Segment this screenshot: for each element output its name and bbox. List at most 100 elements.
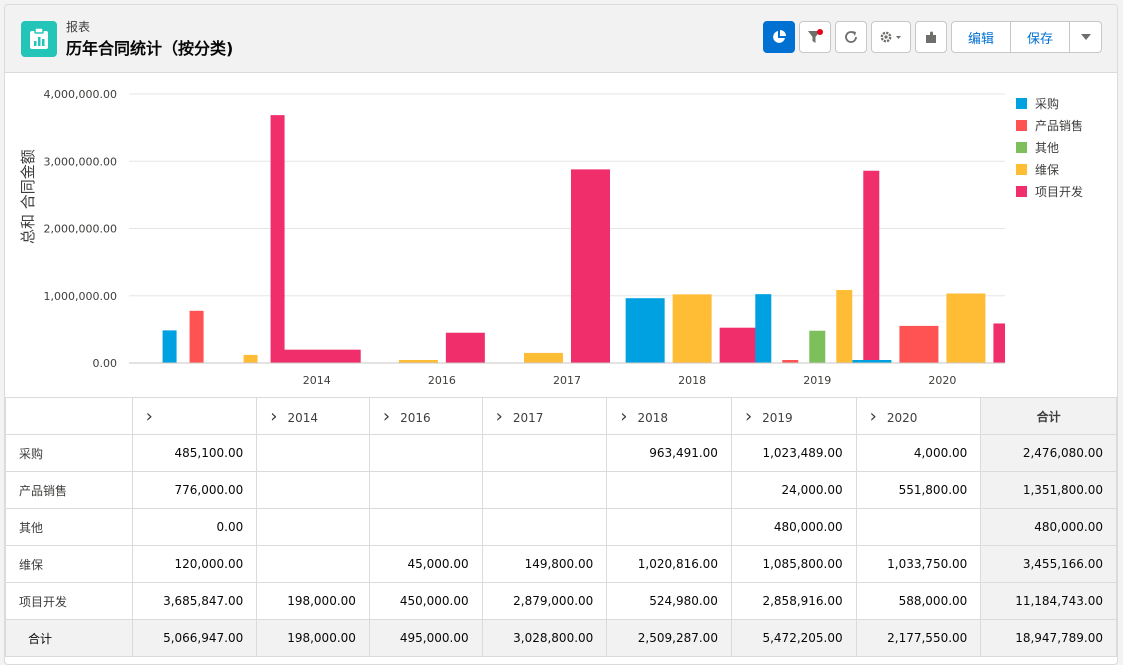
legend-swatch [1016,119,1027,131]
table-cell[interactable]: 5,066,947.00 [131,619,258,657]
bar-其他 [809,330,826,363]
y-tick-label: 1,000,000.00 [44,290,117,303]
bar-项目开发 [272,349,361,363]
bar-采购 [625,298,665,363]
table-cell[interactable] [481,508,608,546]
summary-table: › › 2014 › 2016 › 2017 › 2018 › 2019 › 2020 合计 采购 485,… [5,397,1117,657]
table-cell[interactable] [606,471,732,509]
table-row: 采购 485,100.00 963,491.00 1,023,489.00 4,000.… [5,434,1117,472]
table-cell[interactable]: 495,000.00 [368,619,483,657]
chart-toggle-button[interactable] [763,21,795,53]
table-cell[interactable]: 588,000.00 [855,582,982,620]
table-cell[interactable]: 198,000.00 [256,619,370,657]
table-cell[interactable]: 3,685,847.00 [131,582,258,620]
table-cell[interactable]: 120,000.00 [131,545,258,583]
table-cell[interactable] [855,508,982,546]
save-button[interactable]: 保存 [1011,22,1070,52]
chevron-right-icon[interactable]: › [744,405,753,427]
table-cell[interactable]: 485,100.00 [131,434,258,472]
table-cell[interactable] [256,471,370,509]
column-header-label: 2018 [637,410,669,425]
row-total-cell: 11,184,743.00 [980,582,1117,620]
y-tick-label: 0.00 [93,357,118,370]
table-cell[interactable] [368,508,483,546]
table-cell[interactable] [368,471,483,509]
table-row: 产品销售 776,000.00 24,000.00 551,800.00 1,351,8… [5,471,1117,509]
x-tick-label: 2014 [303,374,331,387]
column-header[interactable]: › 2019 [730,397,857,435]
table-cell[interactable]: 963,491.00 [606,434,732,472]
table-cell[interactable]: 480,000.00 [730,508,857,546]
page-title: 历年合同统计（按分类) [66,39,234,58]
table-cell[interactable] [606,508,732,546]
legend-item[interactable]: 产品销售 [1016,114,1083,136]
legend-item[interactable]: 项目开发 [1016,180,1083,202]
more-actions-button[interactable] [1070,22,1101,52]
table-cell[interactable]: 24,000.00 [730,471,857,509]
bar-维保 [836,289,853,363]
table-cell[interactable] [481,434,608,472]
legend-swatch [1016,97,1027,109]
refresh-button[interactable] [835,21,867,53]
legend-item[interactable]: 其他 [1016,136,1083,158]
legend-item[interactable]: 维保 [1016,158,1083,180]
table-cell[interactable]: 1,085,800.00 [730,545,857,583]
table-cell[interactable]: 776,000.00 [131,471,258,509]
table-cell[interactable] [256,545,370,583]
table-cell[interactable] [256,508,370,546]
table-cell[interactable] [256,434,370,472]
table-cell[interactable]: 45,000.00 [368,545,483,583]
table-cell[interactable]: 2,509,287.00 [606,619,732,657]
table-cell[interactable]: 4,000.00 [855,434,982,472]
chevron-right-icon[interactable]: › [382,405,391,427]
chevron-right-icon[interactable]: › [270,405,278,427]
table-cell[interactable]: 524,980.00 [606,582,732,620]
filter-button[interactable] [799,21,831,53]
column-header[interactable]: › 2014 [256,397,370,435]
breadcrumb[interactable]: 报表 [66,20,91,34]
table-cell[interactable] [481,471,608,509]
column-header[interactable]: › [131,397,258,435]
clipboard-chart-icon [30,28,48,49]
bar-维保 [946,293,986,363]
x-tick-label: 2017 [553,374,581,387]
bar-维保 [524,352,563,363]
y-axis-label: 总和 合同金额 [19,149,37,244]
table-cell[interactable]: 1,023,489.00 [730,434,857,472]
table-cell[interactable]: 0.00 [131,508,258,546]
table-cell[interactable]: 5,472,205.00 [730,619,857,657]
legend-item[interactable]: 采购 [1016,92,1083,114]
column-header[interactable]: › 2017 [481,397,608,435]
row-label: 产品销售 [5,471,133,509]
addon-button[interactable] [915,21,947,53]
chevron-right-icon[interactable]: › [145,405,153,427]
table-cell[interactable]: 551,800.00 [855,471,982,509]
table-cell[interactable]: 1,020,816.00 [606,545,732,583]
row-header-corner [5,397,133,435]
report-app-icon [21,21,57,57]
row-total-cell: 1,351,800.00 [980,471,1117,509]
settings-menu-button[interactable] [871,21,911,53]
table-cell[interactable]: 198,000.00 [256,582,370,620]
column-header[interactable]: › 2016 [368,397,483,435]
edit-button[interactable]: 编辑 [952,22,1011,52]
table-cell[interactable]: 149,800.00 [481,545,608,583]
table-cell[interactable]: 2,858,916.00 [730,582,857,620]
column-header[interactable]: › 2020 [855,397,982,435]
bar-维保 [672,294,712,363]
y-tick-label: 2,000,000.00 [44,223,117,236]
table-cell[interactable]: 1,033,750.00 [855,545,982,583]
table-cell[interactable]: 3,028,800.00 [481,619,608,657]
table-cell[interactable] [368,434,483,472]
bar-采购 [852,360,892,363]
y-tick-label: 4,000,000.00 [44,88,117,101]
bar-项目开发 [270,115,285,363]
table-cell[interactable]: 2,177,550.00 [855,619,982,657]
chevron-right-icon[interactable]: › [620,405,628,427]
bar-项目开发 [719,327,759,363]
table-cell[interactable]: 2,879,000.00 [481,582,608,620]
column-header[interactable]: › 2018 [606,397,732,435]
chevron-right-icon[interactable]: › [495,405,503,427]
table-cell[interactable]: 450,000.00 [368,582,483,620]
chevron-right-icon[interactable]: › [869,405,877,427]
